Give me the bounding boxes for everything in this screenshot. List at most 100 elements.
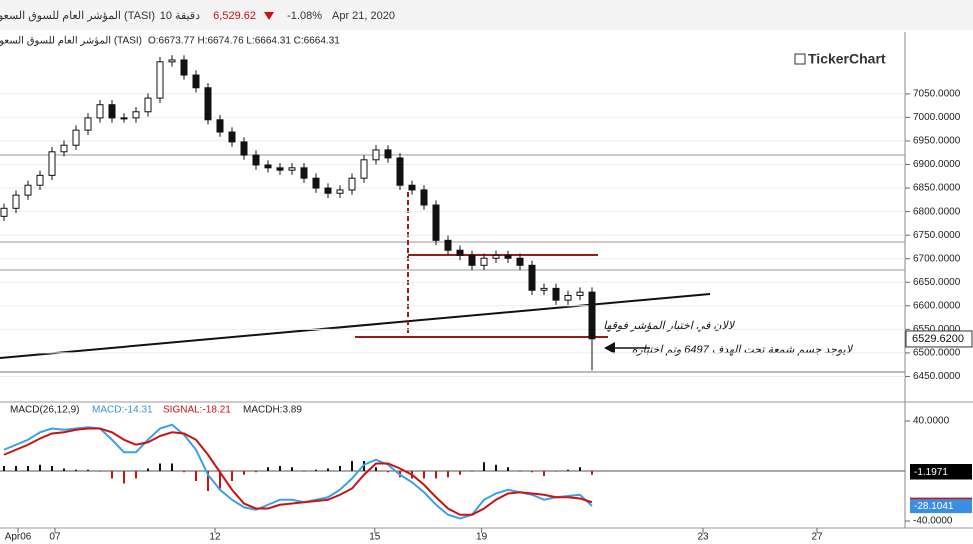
macd-label: MACD:-14.31 xyxy=(92,405,153,416)
histogram-bar xyxy=(158,463,161,471)
candle-body xyxy=(192,74,200,89)
candle-body xyxy=(228,131,236,143)
y-tick-label: 7000.0000 xyxy=(913,112,961,123)
candle-body xyxy=(96,104,104,119)
candle-body xyxy=(408,184,416,191)
histogram-bar xyxy=(290,467,293,471)
change: -1.08% xyxy=(287,10,322,22)
histogram-bar xyxy=(446,471,449,478)
y-tick-label: 6800.0000 xyxy=(913,206,961,217)
y-tick-label: 6500.0000 xyxy=(913,348,961,359)
hist-label: MACDH:3.89 xyxy=(243,405,302,416)
annotation: لالان في اختبار المؤشر فوقها xyxy=(603,320,736,332)
histogram-bar xyxy=(50,466,53,471)
histogram-bar xyxy=(507,467,510,471)
histogram-bar xyxy=(543,471,546,476)
price-marker xyxy=(905,330,973,348)
candle-body xyxy=(540,287,548,291)
macd-title: MACD(26,12,9) xyxy=(10,405,79,416)
candle-body xyxy=(324,187,332,194)
header-bar xyxy=(0,0,973,30)
candle-body xyxy=(12,194,20,209)
macd-line xyxy=(3,423,593,520)
histogram-bar xyxy=(434,471,437,479)
histogram-bar xyxy=(278,466,281,471)
candle-body xyxy=(132,111,140,119)
x-tick-label: 07 xyxy=(49,532,61,543)
histogram-bar xyxy=(459,471,462,475)
candle-body xyxy=(180,59,188,76)
candle-body xyxy=(396,157,404,186)
interval: 10 دقيقة xyxy=(160,10,200,22)
y-tick-label: 6450.0000 xyxy=(913,371,961,382)
candle-body xyxy=(348,177,356,191)
histogram-bar xyxy=(471,471,474,472)
price: 6,529.62 xyxy=(213,10,256,22)
candle-body xyxy=(276,167,284,171)
histogram-bar xyxy=(266,467,269,471)
candle-body xyxy=(84,117,92,131)
histogram-bar xyxy=(254,471,257,473)
histogram-bar xyxy=(302,471,305,472)
value-marker-label: -1.1971 xyxy=(914,467,948,478)
histogram-bar xyxy=(14,466,17,471)
ohlc-label: O:6673.77 H:6674.76 L:6664.31 C:6664.31 xyxy=(148,36,340,47)
histogram-bar xyxy=(134,471,137,479)
histogram-bar xyxy=(86,469,89,471)
x-tick-label: 23 xyxy=(697,532,709,543)
y-tick-label: 6700.0000 xyxy=(913,253,961,264)
arrow-head xyxy=(604,342,615,354)
candle-body xyxy=(240,141,248,156)
value-marker xyxy=(910,465,972,480)
histogram-bar xyxy=(62,468,65,471)
y-tick-label: 6650.0000 xyxy=(913,277,961,288)
histogram-bar xyxy=(218,471,221,489)
candle-body xyxy=(588,291,596,340)
candle-body xyxy=(480,257,488,266)
macd-line xyxy=(3,427,593,516)
y-tick-label: 6950.0000 xyxy=(913,136,961,147)
histogram-bar xyxy=(98,471,101,472)
y-tick-label: 6550.0000 xyxy=(913,324,961,335)
candle-body xyxy=(120,117,128,120)
candle-body xyxy=(48,151,56,176)
y-tick-label: 6900.0000 xyxy=(913,159,961,170)
histogram-bar xyxy=(146,468,149,471)
histogram-bar xyxy=(194,471,197,481)
histogram-bar xyxy=(519,471,522,472)
histogram-bar xyxy=(74,469,77,471)
histogram-bar xyxy=(38,464,41,471)
down-arrow xyxy=(264,12,274,20)
histogram-bar xyxy=(110,471,113,479)
histogram-bar xyxy=(531,471,534,473)
histogram-bar xyxy=(579,467,582,471)
annotation: لايوجد جسم شمعة تحت الهدف 6497 وتم اختبا… xyxy=(632,344,854,356)
histogram-bar xyxy=(591,471,594,475)
y-tick-label: 6750.0000 xyxy=(913,230,961,241)
candle-body xyxy=(216,119,224,133)
symbol: المؤشر العام للسوق السعودي (TASI) xyxy=(0,10,155,22)
candle-body xyxy=(360,159,368,179)
histogram-bar xyxy=(122,471,125,484)
histogram-bar xyxy=(242,471,245,475)
candle-body xyxy=(252,154,260,166)
histogram-bar xyxy=(374,467,377,471)
histogram-bar xyxy=(206,471,209,491)
price-marker-label: 6529.6200 xyxy=(912,333,964,345)
y-tick-label: 6600.0000 xyxy=(913,300,961,311)
logo-icon xyxy=(794,53,806,65)
x-tick-label: 15 xyxy=(369,532,381,543)
histogram-bar xyxy=(338,466,341,471)
histogram-bar xyxy=(326,468,329,471)
candle-body xyxy=(456,249,464,256)
y-tick-label: 7050.0000 xyxy=(913,89,961,100)
candle-body xyxy=(156,61,164,99)
candle-body xyxy=(384,149,392,159)
candle-body xyxy=(432,204,440,241)
value-marker-label: -28.1041 xyxy=(914,501,954,512)
candle-body xyxy=(444,239,452,251)
histogram-bar xyxy=(2,466,5,471)
candle-body xyxy=(312,177,320,189)
candle-body xyxy=(144,97,152,113)
candle-body xyxy=(72,129,80,146)
